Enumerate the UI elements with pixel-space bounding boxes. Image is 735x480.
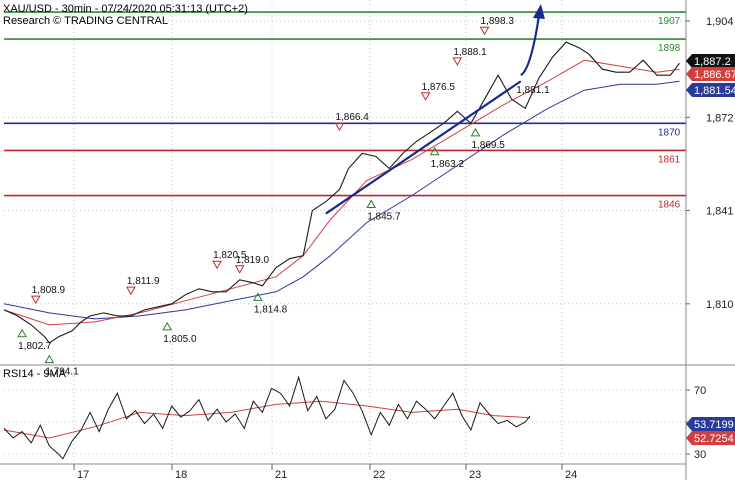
x-tick-label: 24	[565, 469, 577, 480]
forecast-arrow-head	[532, 4, 545, 20]
swing-low-label: 1,863.2	[431, 159, 465, 170]
swing-high-label: 1,819.0	[236, 255, 270, 266]
price-series	[3, 4, 680, 344]
swing-low-marker	[44, 354, 55, 364]
price-tag-rsi	[686, 417, 735, 431]
price-tag-label: 52.7254	[694, 433, 734, 445]
x-tick-label: 23	[469, 469, 481, 480]
swing-high-label: 1,898.3	[481, 16, 515, 27]
swing-high-marker	[334, 122, 345, 132]
y-tick-label: 1,841	[706, 206, 734, 218]
x-tick-label: 22	[373, 469, 385, 480]
y-tick-label: 1,904	[706, 16, 734, 28]
rsi-ma-line	[3, 400, 530, 439]
swing-low-label: 1,869.5	[471, 140, 505, 151]
price-tag-rsi_ma	[686, 431, 735, 445]
price-tag-label: 1,886.67	[694, 69, 735, 81]
forecast-arrow-shaft	[520, 15, 541, 77]
level-label: 1861	[658, 154, 681, 165]
level-label: 1846	[658, 200, 681, 211]
swing-low-marker	[253, 292, 263, 301]
rsi-y-tick-label: 30	[694, 449, 706, 461]
level-label: 1870	[658, 127, 681, 138]
swing-high-label: 1,866.4	[335, 112, 369, 123]
swing-low-marker	[366, 199, 377, 208]
swing-high-marker	[212, 260, 222, 270]
swing-low-marker	[429, 146, 440, 156]
annotations: 1,808.9 1,802.7 1,794.1 1,811.9 1,805.0 1,820…	[17, 16, 550, 378]
swing-low-marker	[470, 127, 481, 137]
price-tag-ma_slow	[686, 83, 735, 97]
swing-high-marker	[30, 295, 41, 305]
swing-high-label: 1,876.5	[422, 82, 456, 93]
swing-low-label: 1,845.7	[367, 211, 401, 222]
rsi-y-tick-label: 70	[694, 385, 706, 397]
rsi-series	[3, 375, 531, 460]
swing-high-label: 1,820.5	[213, 250, 247, 261]
rsi-panel-title: RSI14 - 9MA	[3, 368, 66, 380]
level-label: 1907	[658, 16, 681, 27]
swing-high-marker	[234, 265, 245, 274]
swing-high-marker	[452, 57, 463, 66]
rsi-line	[3, 375, 531, 460]
swing-low-marker	[17, 328, 27, 338]
chart-source: Research © TRADING CENTRAL	[3, 15, 168, 27]
swing-low-marker	[162, 321, 173, 331]
y-tick-label: 1,810	[706, 299, 734, 311]
price-line	[3, 41, 680, 344]
x-tick-label: 18	[175, 469, 187, 480]
price-tag-label: 1,881.54	[694, 85, 735, 97]
chart-title: XAU/USD - 30min - 07/24/2020 05:31:13 (U…	[3, 3, 248, 15]
price-tag-label: 1,887.2	[694, 56, 731, 68]
slow-ma-line	[3, 80, 680, 320]
trendline	[325, 80, 522, 215]
swing-high-label: 1,811.9	[127, 276, 160, 287]
level-label: 1898	[658, 43, 681, 54]
y-tick-label: 1,872	[706, 112, 734, 124]
price-tag-label: 53.7199	[694, 419, 734, 431]
grid	[4, 0, 686, 464]
price-tag-ma_fast	[686, 67, 735, 81]
swing-high-marker	[479, 26, 490, 36]
swing-high-marker	[126, 286, 136, 296]
swing-low-label: 1,814.8	[254, 304, 288, 315]
fast-ma-line	[3, 59, 680, 326]
x-tick-label: 21	[275, 469, 287, 480]
swing-low-label: 1,805.0	[163, 334, 197, 345]
support-resistance-levels: 1907 1898 1870 1861 1846	[4, 11, 686, 211]
swing-high-label: 1,888.1	[453, 47, 487, 58]
swing-low-label: 1,802.7	[18, 341, 52, 352]
price-tags: 1,887.21,886.67 1,881.54 53.7199 52.7254	[686, 54, 735, 445]
swing-high-marker	[420, 92, 431, 101]
price-tag-last	[686, 54, 735, 68]
swing-low-label: 1,794.1	[45, 367, 79, 378]
x-tick-label: 17	[77, 469, 89, 480]
level-value-label: 1,881.1	[516, 85, 550, 96]
swing-high-label: 1,808.9	[32, 285, 66, 296]
